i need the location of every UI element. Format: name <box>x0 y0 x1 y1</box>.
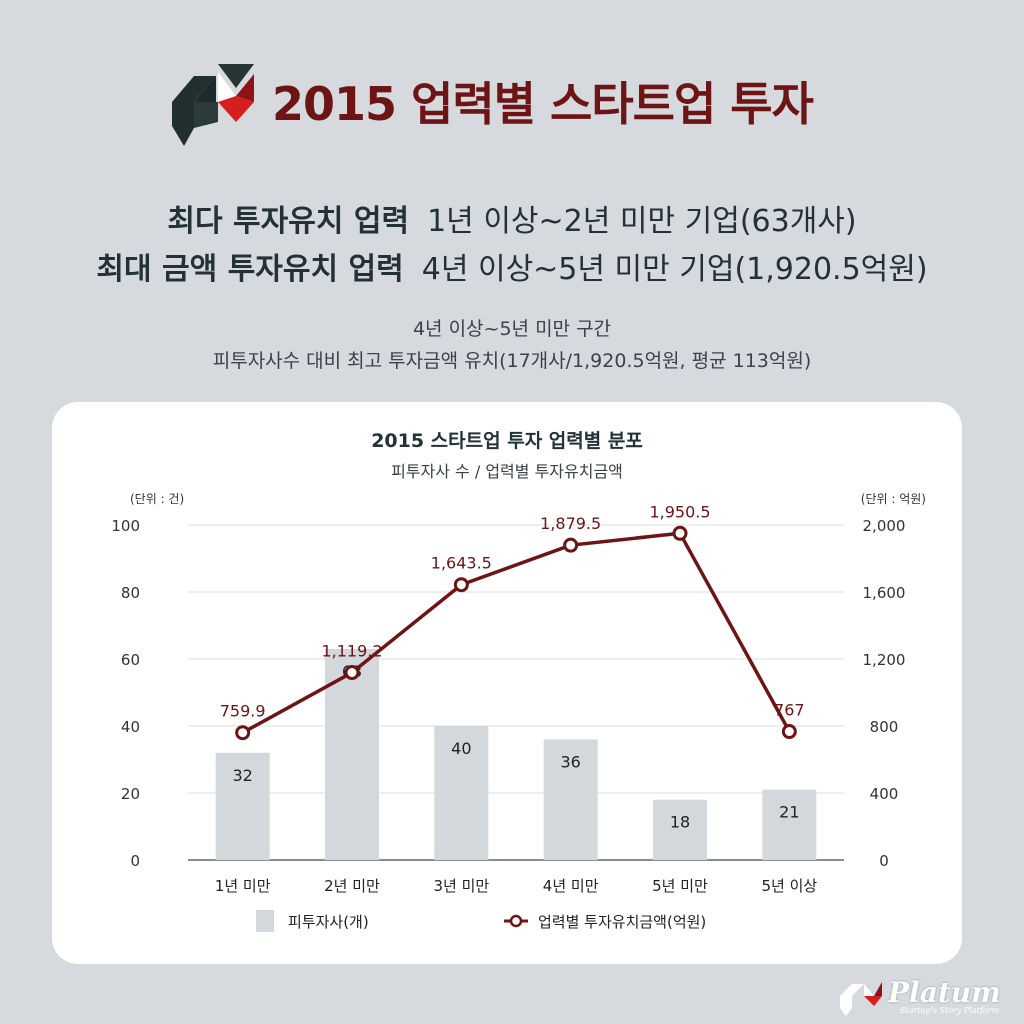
line-value-label: 767 <box>774 701 805 720</box>
bar-value-label: 36 <box>560 752 580 771</box>
right-tick-label: 1,200 <box>863 651 906 669</box>
line-value-label: 1,119.2 <box>321 642 382 661</box>
legend-bar-label: 피투자사(개) <box>288 913 369 931</box>
page-title: 2015 업력별 스타트업 투자 <box>272 77 814 131</box>
platum-logo-icon <box>840 982 882 1016</box>
right-tick-label: 800 <box>870 718 899 736</box>
note-line-1: 4년 이상~5년 미만 구간 <box>412 318 612 340</box>
line-point <box>235 725 251 741</box>
left-tick-label: 40 <box>121 718 140 736</box>
line-point <box>563 537 579 553</box>
summary-label: 최대 금액 투자유치 업력 <box>96 252 404 287</box>
right-axis-unit: (단위 : 억원) <box>861 492 926 506</box>
line-series <box>241 531 791 735</box>
bar <box>434 726 489 860</box>
line-point <box>453 577 469 593</box>
right-tick-label: 400 <box>870 785 899 803</box>
bar-value-label: 18 <box>670 813 690 832</box>
note-line-2: 피투자사수 대비 최고 투자금액 유치(17개사/1,920.5억원, 평균 1… <box>212 350 812 372</box>
line-point <box>344 665 360 681</box>
footer-brand: Platum Startup's Story Platform <box>840 974 1010 1016</box>
left-tick-label: 60 <box>121 651 140 669</box>
line-value-label: 759.9 <box>220 702 266 721</box>
right-tick-label: 0 <box>879 852 889 870</box>
left-axis-unit: (단위 : 건) <box>130 492 184 506</box>
left-tick-label: 0 <box>130 852 140 870</box>
left-tick-label: 100 <box>111 517 140 535</box>
bar-value-label: 40 <box>451 739 471 758</box>
left-tick-label: 80 <box>121 584 140 602</box>
category-label: 3년 미만 <box>433 877 489 895</box>
bar <box>653 799 707 860</box>
summary-value: 1년 이상~2년 미만 기업(63개사) <box>427 204 857 239</box>
line-value-label: 1,643.5 <box>431 554 492 573</box>
summary-label: 최다 투자유치 업력 <box>167 204 410 239</box>
bar <box>215 752 270 860</box>
bar-value-label: 21 <box>779 803 799 822</box>
right-tick-label: 2,000 <box>863 517 906 535</box>
bar-value-label: 32 <box>232 766 252 785</box>
legend-bar-swatch <box>256 910 274 932</box>
legend-line-label: 업력별 투자유치금액(억원) <box>538 913 706 931</box>
summary-line-2: 최대 금액 투자유치 업력 4년 이상~5년 미만 기업(1,920.5억원) <box>0 244 1024 288</box>
line-value-label: 1,950.5 <box>649 502 710 521</box>
footer-tagline: Startup's Story Platform <box>900 1006 1000 1015</box>
left-tick-label: 20 <box>121 785 140 803</box>
line-point <box>672 525 688 541</box>
bar <box>762 789 817 860</box>
category-label: 5년 이상 <box>761 877 817 895</box>
summary-line-1: 최다 투자유치 업력 1년 이상~2년 미만 기업(63개사) <box>0 196 1024 240</box>
bar <box>543 739 598 860</box>
category-label: 5년 미만 <box>652 877 708 895</box>
category-label: 2년 미만 <box>324 877 380 895</box>
line-value-label: 1,879.5 <box>540 514 601 533</box>
category-label: 1년 미만 <box>215 877 271 895</box>
category-label: 4년 미만 <box>543 877 599 895</box>
right-tick-label: 1,600 <box>863 584 906 602</box>
chart-title: 2015 스타트업 투자 업력별 분포 <box>371 430 643 452</box>
footer-brand-name: Platum <box>888 976 1001 1009</box>
chart-subtitle: 피투자사 수 / 업력별 투자유치금액 <box>391 462 623 481</box>
summary-value: 4년 이상~5년 미만 기업(1,920.5억원) <box>421 252 928 287</box>
brand-logo-icon <box>172 64 254 146</box>
legend-line-marker <box>509 914 523 928</box>
line-point <box>781 724 797 740</box>
